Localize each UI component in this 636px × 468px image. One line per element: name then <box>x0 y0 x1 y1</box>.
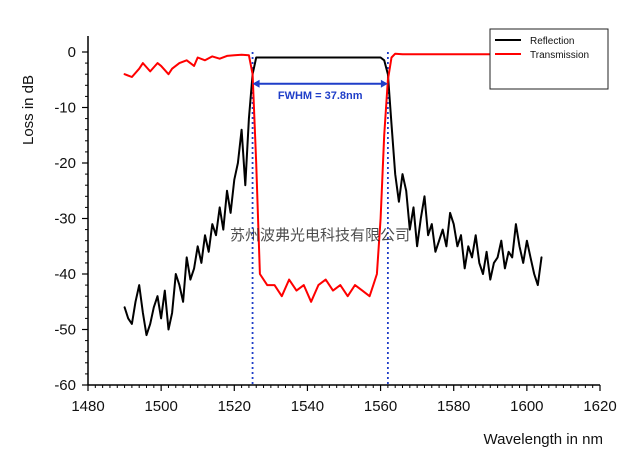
y-tick-label: 0 <box>68 44 76 61</box>
series-line-transmission <box>123 52 543 303</box>
y-axis-title: Loss in dB <box>20 75 37 145</box>
annotation-arrowhead-right <box>380 79 388 88</box>
x-tick-label: 1580 <box>437 398 470 415</box>
x-tick-label: 1620 <box>583 398 616 415</box>
x-tick-label: 1500 <box>144 398 177 415</box>
plot-layer: FWHM = 37.8nm 苏州波弗光电科技有限公司 <box>123 52 543 385</box>
legend-label-reflection: Reflection <box>530 36 574 47</box>
legend-label-transmission: Transmission <box>530 50 589 61</box>
y-tick-label: -20 <box>54 155 76 172</box>
series-line-reflection <box>123 56 543 337</box>
x-tick-label: 1600 <box>510 398 543 415</box>
x-tick-label: 1480 <box>71 398 104 415</box>
y-tick-label: -10 <box>54 100 76 117</box>
x-axis-title: Wavelength in nm <box>483 431 603 448</box>
annotation-arrowhead-left <box>252 79 260 88</box>
watermark-text: 苏州波弗光电科技有限公司 <box>230 226 410 244</box>
y-tick-label: -60 <box>54 377 76 394</box>
axes-layer: 1480 1500 1520 1540 1560 1580 1600 1620 0 -10 -20 -… <box>20 36 617 448</box>
y-tick-label: -50 <box>54 322 76 339</box>
legend-layer: Reflection Transmission <box>489 28 609 90</box>
annotation-fwhm-label: FWHM = 37.8nm <box>278 90 363 102</box>
x-tick-label: 1540 <box>291 398 324 415</box>
y-tick-label: -40 <box>54 266 76 283</box>
x-tick-label: 1520 <box>218 398 251 415</box>
y-tick-label: -30 <box>54 211 76 228</box>
x-tick-label: 1560 <box>364 398 397 415</box>
